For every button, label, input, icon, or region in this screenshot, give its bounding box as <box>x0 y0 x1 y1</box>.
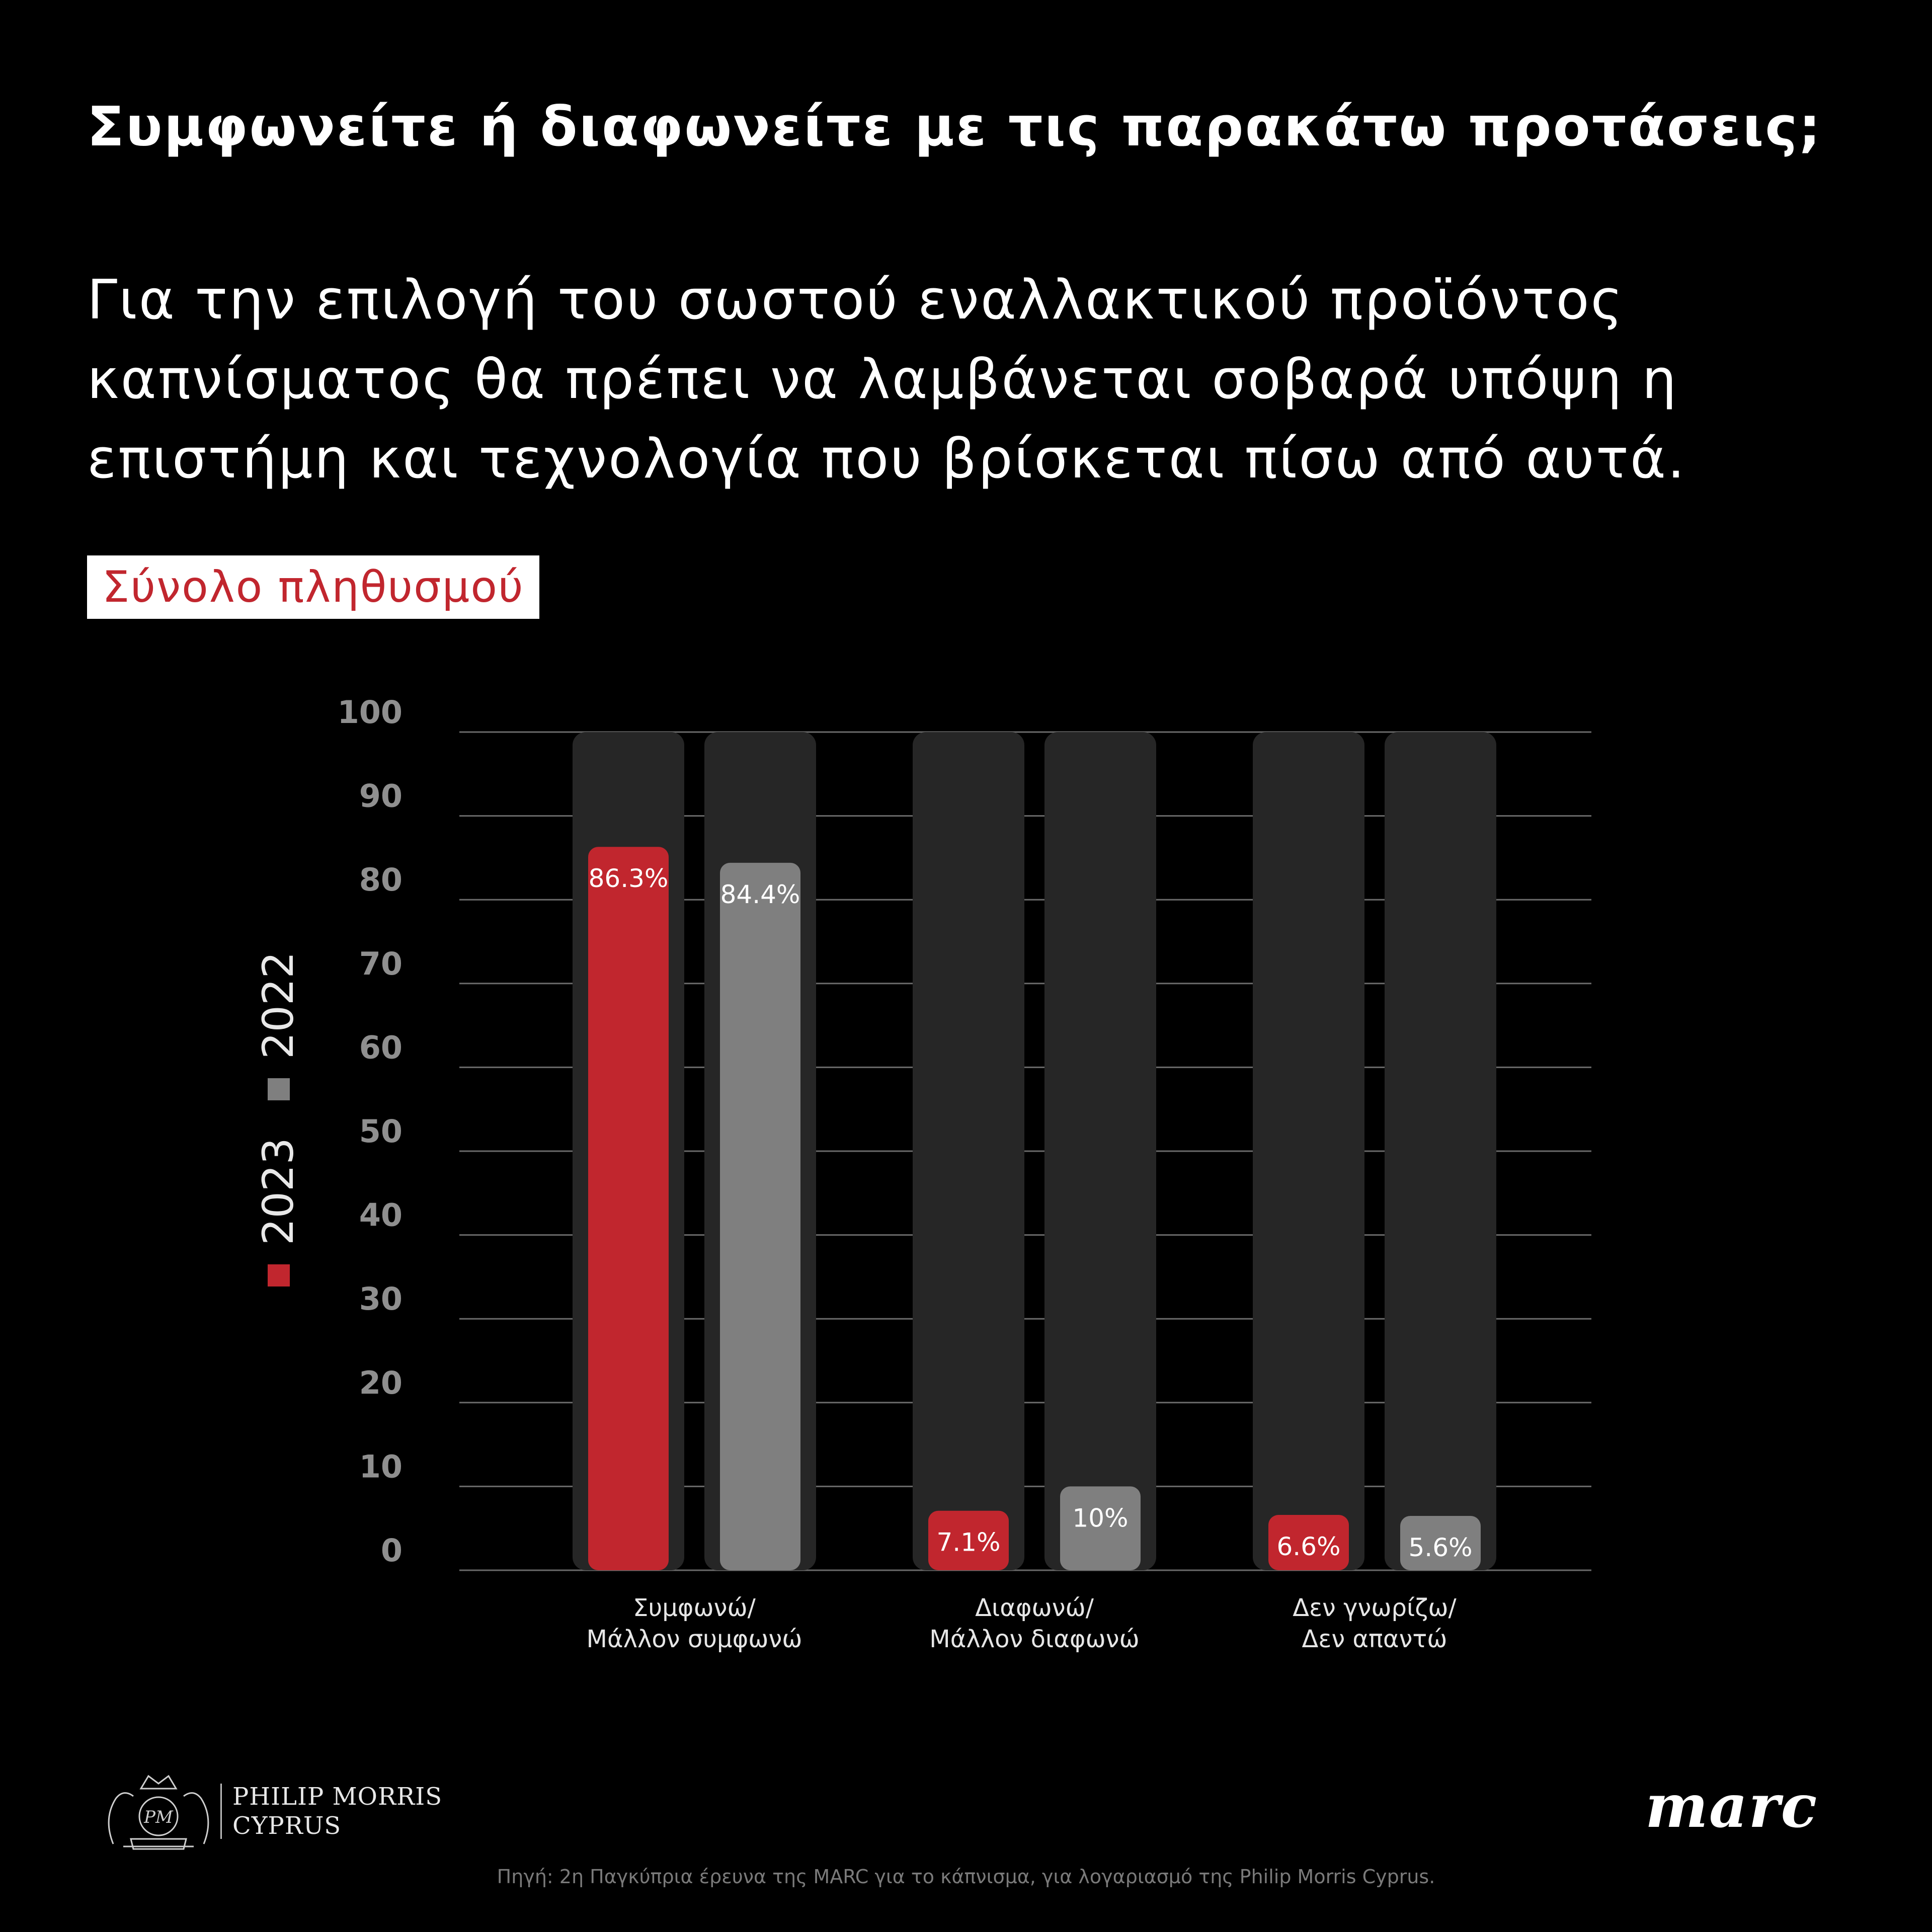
bar-2023-2 <box>1268 1515 1349 1570</box>
data-bars: 86.3% 84.4% 7.1% 10% 6.6% 5.6% <box>588 847 1481 1570</box>
data-label: 5.6% <box>1408 1533 1472 1562</box>
y-tick-label: 80 <box>359 861 403 898</box>
y-axis-ticks: 0 10 20 30 40 50 60 70 80 90 100 <box>338 694 403 1569</box>
bar-2023-0 <box>588 847 669 1570</box>
y-tick-label: 10 <box>359 1448 403 1485</box>
legend-swatch-2022 <box>268 1078 290 1100</box>
bar-chart: 0 10 20 30 40 50 60 70 80 90 100 86.3% 84.4% 7.1% 10%… <box>254 694 1591 1653</box>
category-label: Δεν γνωρίζω/ <box>1293 1594 1457 1622</box>
y-tick-label: 70 <box>359 945 403 982</box>
question-heading: Συμφωνείτε ή διαφωνείτε με τις παρακάτω … <box>87 96 1822 158</box>
background-bar <box>1385 732 1496 1570</box>
data-label: 10% <box>1072 1503 1128 1533</box>
data-label: 6.6% <box>1276 1532 1340 1561</box>
data-label: 84.4% <box>720 880 800 909</box>
marc-logo: marc <box>1645 1771 1818 1841</box>
bar-2022-1 <box>1060 1486 1141 1570</box>
bar-2023-1 <box>928 1510 1009 1570</box>
y-tick-label: 100 <box>338 694 403 731</box>
source-note: Πηγή: 2η Παγκύπρια έρευνα της MARC για τ… <box>497 1866 1435 1888</box>
y-tick-label: 90 <box>359 778 403 815</box>
y-tick-label: 60 <box>359 1029 403 1066</box>
category-label: Μάλλον συμφωνώ <box>587 1625 802 1653</box>
legend-label: 2022 <box>254 951 303 1059</box>
y-tick-label: 50 <box>359 1113 403 1150</box>
y-tick-label: 30 <box>359 1280 403 1317</box>
background-bar <box>1253 732 1364 1570</box>
category-label: Συμφωνώ/ <box>633 1594 756 1622</box>
logo-separator <box>220 1784 222 1839</box>
bar-2022-2 <box>1400 1516 1481 1570</box>
philip-morris-wordmark: PHILIP MORRIS CYPRUS <box>232 1783 443 1840</box>
data-label: 7.1% <box>936 1528 1000 1557</box>
legend: 2023 2022 <box>254 951 303 1286</box>
y-tick-label: 0 <box>381 1532 403 1569</box>
svg-text:PM: PM <box>143 1807 174 1827</box>
category-label: Δεν απαντώ <box>1302 1625 1447 1653</box>
x-axis-categories: Συμφωνώ/Μάλλον συμφωνώ Διαφωνώ/Μάλλον δια… <box>587 1594 1457 1653</box>
category-label: Μάλλον διαφωνώ <box>929 1625 1139 1653</box>
bar-2022-0 <box>720 862 800 1570</box>
y-tick-label: 20 <box>359 1364 403 1401</box>
y-tick-label: 40 <box>359 1197 403 1234</box>
philip-morris-crest-logo: PM <box>108 1775 209 1850</box>
statement-text: Για την επιλογή του σωστού εναλλακτικού … <box>87 269 1686 491</box>
background-bar <box>1044 732 1156 1570</box>
data-label: 86.3% <box>589 864 669 893</box>
background-bar <box>913 732 1024 1570</box>
legend-swatch-2023 <box>268 1264 290 1286</box>
category-label: Διαφωνώ/ <box>975 1594 1094 1622</box>
segment-tag: Σύνολο πληθυσμού <box>87 555 539 619</box>
legend-label: 2023 <box>254 1138 303 1245</box>
